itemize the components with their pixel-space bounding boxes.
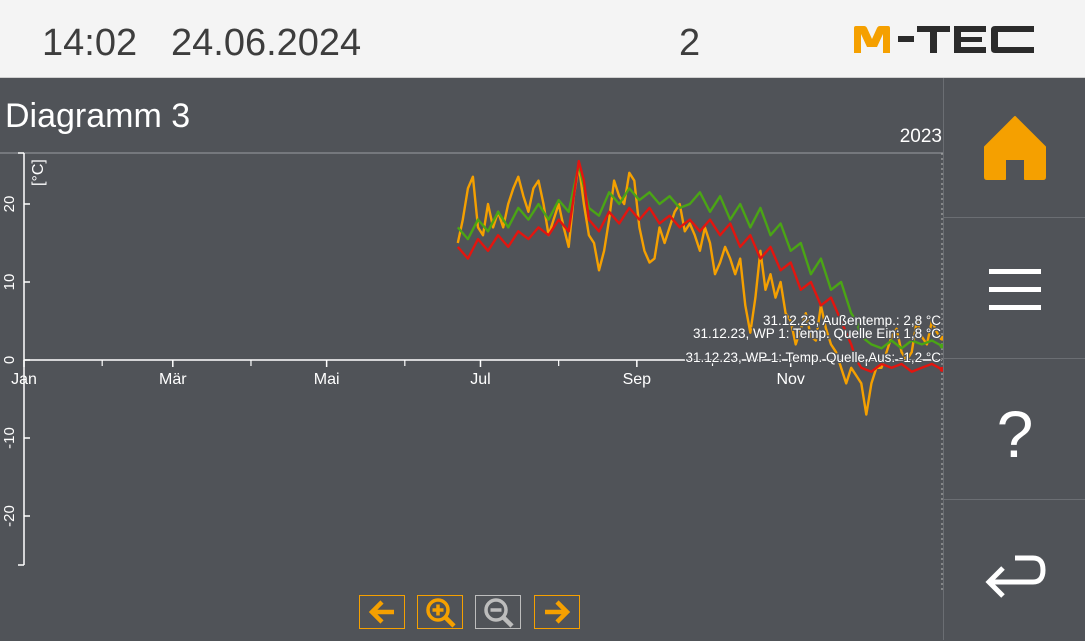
help-label: ? — [997, 397, 1034, 467]
x-tick-label: Mai — [314, 371, 340, 388]
menu-button[interactable] — [944, 219, 1085, 359]
arrow-right-icon — [545, 600, 571, 624]
header-time: 14:02 — [42, 22, 138, 64]
mtec-logo — [854, 26, 1034, 53]
series-line-3 — [456, 159, 943, 373]
chart-axes — [0, 152, 943, 590]
header-date: 24.06.2024 — [171, 22, 362, 64]
page-title: Diagramm 3 — [5, 97, 191, 135]
back-button[interactable] — [944, 501, 1085, 641]
line-chart: 2023 [°C] 20 10 0 -10 -20 Jan Mär Mai Jul Sep Nov 31.… — [0, 126, 943, 590]
chart-labels: 2023 [°C] 20 10 0 -10 -20 Jan Mär Mai Jul Sep Nov 31.… — [1, 126, 942, 527]
y-axis-unit-label: [°C] — [30, 159, 47, 186]
y-tick-label: -10 — [1, 427, 18, 449]
year-label: 2023 — [900, 126, 942, 147]
x-tick-label: Jul — [470, 371, 490, 388]
help-button[interactable]: ? — [944, 360, 1085, 500]
home-icon — [984, 116, 1046, 180]
zoom-in-button[interactable] — [417, 595, 463, 629]
header-page-number: 2 — [679, 22, 701, 64]
x-tick-label: Jan — [11, 371, 37, 388]
return-arrow-icon — [985, 555, 1046, 598]
series-end-marker-1 — [939, 335, 943, 341]
hamburger-menu-icon — [989, 269, 1041, 310]
chart-lines — [456, 159, 943, 416]
series-line-1 — [456, 163, 943, 416]
y-tick-label: 0 — [1, 356, 18, 364]
y-tick-label: 10 — [1, 274, 18, 291]
zoom-out-icon — [484, 598, 514, 628]
series-tooltip-2: 31.12.23, WP 1: Temp. Quelle Ein: 1,8 °C — [693, 326, 941, 341]
question-mark-icon: ? — [997, 397, 1034, 467]
next-button[interactable] — [534, 595, 580, 629]
x-tick-label: Mär — [159, 371, 187, 388]
series-tooltip-3: 31.12.23, WP 1: Temp. Quelle Aus: -1,2 °… — [685, 350, 941, 365]
arrow-left-icon — [368, 600, 394, 624]
series-end-marker-2 — [939, 343, 943, 349]
series-line-2 — [456, 163, 943, 350]
x-tick-label: Sep — [623, 371, 652, 388]
header-bar: 14:02 24.06.2024 2 — [0, 0, 1085, 78]
y-tick-label: -20 — [1, 505, 18, 527]
zoom-out-button[interactable] — [475, 595, 521, 629]
x-tick-label: Nov — [776, 371, 804, 388]
sidebar: ? — [943, 78, 1085, 640]
series-tooltip-1: 31.12.23, Außentemp.: 2,8 °C — [763, 313, 941, 328]
zoom-in-icon — [426, 598, 456, 628]
y-tick-label: 20 — [1, 196, 18, 213]
home-button[interactable] — [944, 78, 1085, 218]
series-end-marker-3 — [939, 366, 943, 372]
prev-button[interactable] — [359, 595, 405, 629]
